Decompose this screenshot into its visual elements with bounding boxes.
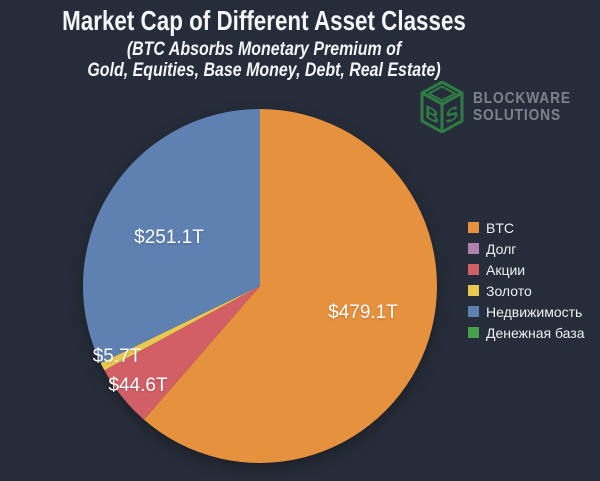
legend-swatch-akcii <box>468 264 479 275</box>
pie-slice-akcii <box>104 286 261 420</box>
pie-slice-zoloto <box>100 286 260 371</box>
chart-subtitle-line2: Gold, Equities, Base Money, Debt, Real E… <box>87 60 441 81</box>
chart-subtitle: (BTC Absorbs Monetary Premium of Gold, E… <box>42 39 486 81</box>
legend-label-btc: BTC <box>486 219 514 236</box>
legend-item-akcii: Акции <box>468 259 585 280</box>
pie-slice-btc <box>143 109 438 464</box>
chart-header: Market Cap of Different Asset Classes (B… <box>0 5 528 82</box>
blockware-logo-line2: SOLUTIONS <box>473 107 562 124</box>
pie-slice-nedvizhimost <box>83 109 261 364</box>
pie-value-label-zoloto: $5.7T <box>92 346 142 367</box>
legend-swatch-nedvizhimost <box>468 306 479 317</box>
legend-label-denezhnaya-baza: Денежная база <box>486 324 585 341</box>
blockware-cube-icon: B S <box>420 81 464 133</box>
svg-text:B: B <box>425 101 439 129</box>
chart-title: Market Cap of Different Asset Classes <box>62 5 466 36</box>
legend-swatch-dolg <box>468 243 479 254</box>
legend-item-nedvizhimost: Недвижимость <box>468 301 585 322</box>
legend-swatch-denezhnaya-baza <box>468 327 479 338</box>
chart-subtitle-line1: (BTC Absorbs Monetary Premium of <box>126 39 402 60</box>
legend-item-dolg: Долг <box>468 238 585 259</box>
blockware-logo-text: BLOCKWARE SOLUTIONS <box>473 90 571 124</box>
legend-item-btc: BTC <box>468 217 585 238</box>
pie-value-label-nedvizhimost: $251.1T <box>134 227 204 248</box>
legend-item-denezhnaya-baza: Денежная база <box>468 322 585 343</box>
legend-item-zoloto: Золото <box>468 280 585 301</box>
pie-chart-container <box>83 109 438 464</box>
blockware-logo: B S BLOCKWARE SOLUTIONS <box>420 81 587 133</box>
legend-swatch-zoloto <box>468 285 479 296</box>
legend-label-zoloto: Золото <box>486 282 532 299</box>
legend-label-nedvizhimost: Недвижимость <box>486 303 583 320</box>
pie-value-label-btc: $479.1T <box>328 302 398 323</box>
pie-value-label-akcii: $44.6T <box>108 375 168 396</box>
legend-swatch-btc <box>468 222 479 233</box>
svg-text:S: S <box>446 102 459 129</box>
pie-chart <box>83 109 438 464</box>
chart-legend: BTC Долг Акции Золото Недвижимость Денежная б… <box>468 217 585 343</box>
blockware-logo-line1: BLOCKWARE <box>473 90 571 107</box>
legend-label-akcii: Акции <box>486 261 526 278</box>
legend-label-dolg: Долг <box>486 240 517 257</box>
